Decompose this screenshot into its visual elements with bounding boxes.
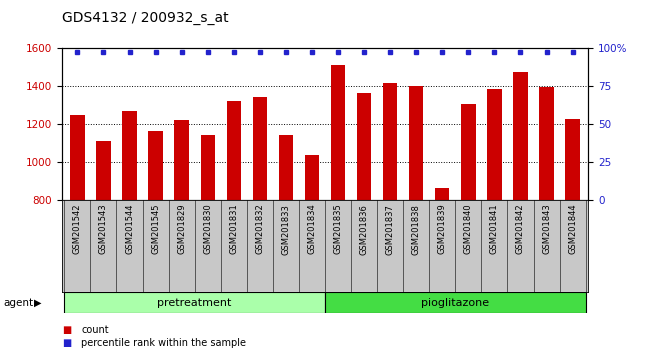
Text: GDS4132 / 200932_s_at: GDS4132 / 200932_s_at xyxy=(62,11,228,25)
Text: GSM201830: GSM201830 xyxy=(203,204,212,255)
Bar xyxy=(279,135,293,200)
Text: count: count xyxy=(81,325,109,335)
Text: GSM201836: GSM201836 xyxy=(359,204,369,255)
Text: GSM201840: GSM201840 xyxy=(464,204,473,254)
Bar xyxy=(514,72,528,200)
Text: GSM201844: GSM201844 xyxy=(568,204,577,254)
Bar xyxy=(409,86,423,200)
Text: GSM201835: GSM201835 xyxy=(333,204,343,255)
Text: pioglitazone: pioglitazone xyxy=(421,298,489,308)
Text: GSM201838: GSM201838 xyxy=(411,204,421,255)
Text: GSM201544: GSM201544 xyxy=(125,204,134,254)
Bar xyxy=(435,188,449,200)
Text: agent: agent xyxy=(3,298,33,308)
Text: GSM201831: GSM201831 xyxy=(229,204,239,255)
Bar xyxy=(70,115,84,200)
Bar xyxy=(253,97,267,200)
Text: GSM201833: GSM201833 xyxy=(281,204,291,255)
Text: GSM201545: GSM201545 xyxy=(151,204,160,254)
Bar xyxy=(227,101,241,200)
Text: ▶: ▶ xyxy=(34,298,42,308)
Text: pretreatment: pretreatment xyxy=(157,298,232,308)
Text: GSM201842: GSM201842 xyxy=(516,204,525,254)
Text: GSM201841: GSM201841 xyxy=(490,204,499,254)
Text: GSM201843: GSM201843 xyxy=(542,204,551,255)
Text: GSM201834: GSM201834 xyxy=(307,204,317,255)
Bar xyxy=(566,119,580,200)
Bar xyxy=(357,92,371,200)
Bar xyxy=(64,292,325,313)
Text: GSM201837: GSM201837 xyxy=(385,204,395,255)
Bar xyxy=(122,111,136,200)
Bar xyxy=(462,104,476,200)
Bar xyxy=(325,292,586,313)
Bar xyxy=(540,87,554,200)
Text: GSM201543: GSM201543 xyxy=(99,204,108,254)
Text: GSM201832: GSM201832 xyxy=(255,204,265,255)
Bar xyxy=(488,89,502,200)
Bar xyxy=(96,141,110,200)
Text: GSM201829: GSM201829 xyxy=(177,204,186,254)
Bar xyxy=(331,65,345,200)
Bar xyxy=(383,83,397,200)
Bar xyxy=(148,131,162,200)
Text: ■: ■ xyxy=(62,325,71,335)
Bar xyxy=(174,120,188,200)
Text: ■: ■ xyxy=(62,338,71,348)
Bar xyxy=(305,155,319,200)
Bar xyxy=(201,135,215,200)
Text: GSM201839: GSM201839 xyxy=(438,204,447,255)
Text: GSM201542: GSM201542 xyxy=(73,204,82,254)
Text: percentile rank within the sample: percentile rank within the sample xyxy=(81,338,246,348)
